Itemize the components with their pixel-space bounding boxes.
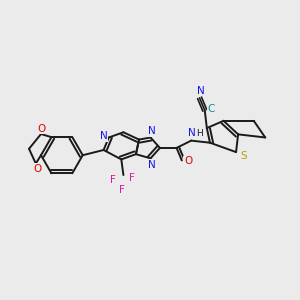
Text: O: O: [34, 164, 42, 174]
Text: H: H: [196, 129, 203, 138]
Text: O: O: [37, 124, 45, 134]
Text: N: N: [148, 160, 155, 170]
Text: N: N: [188, 128, 196, 138]
Text: N: N: [197, 85, 205, 96]
Text: S: S: [240, 151, 247, 161]
Text: C: C: [207, 104, 215, 114]
Text: F: F: [110, 175, 116, 185]
Text: N: N: [100, 131, 107, 141]
Text: O: O: [184, 157, 192, 166]
Text: F: F: [119, 184, 125, 195]
Text: F: F: [129, 173, 135, 183]
Text: N: N: [148, 126, 155, 136]
